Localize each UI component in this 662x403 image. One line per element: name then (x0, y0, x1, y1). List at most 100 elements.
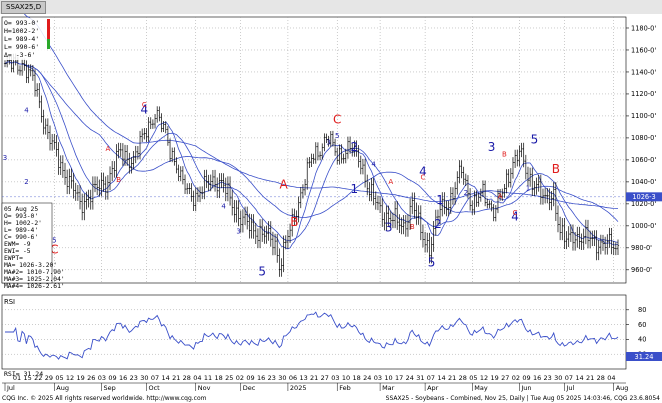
cursor-close: C= 990-6' (4, 234, 38, 241)
wave-label: 3 (385, 220, 393, 234)
month-tick-label: 2025 (290, 384, 307, 392)
day-tick-label: 16 (533, 374, 541, 382)
wave-label: 1 (436, 193, 444, 207)
wave-label: 4 (140, 103, 148, 117)
cursor-low: L= 989-4' (4, 227, 38, 234)
day-tick-label: 11 (204, 374, 212, 382)
cursor-high: H= 1002-2' (4, 220, 42, 227)
day-tick-label: 09 (522, 374, 530, 382)
wave-label: B (552, 162, 560, 176)
day-tick-label: 07 (427, 374, 435, 382)
price-axis-label: 1000-0' (631, 222, 656, 230)
price-axis-label: 960-0' (631, 266, 652, 274)
day-tick-label: 06 (289, 374, 297, 382)
day-tick-label: 25 (225, 374, 233, 382)
wave-label: 3 (326, 139, 330, 147)
day-tick-label: 09 (108, 374, 116, 382)
wave-label: 5 (531, 132, 539, 146)
wave-label: B (116, 176, 121, 184)
price-axis-label: 1100-0' (631, 112, 656, 120)
rsi-panel[interactable] (1, 294, 627, 370)
month-tick-label: Aug (56, 384, 69, 392)
rsi-axis-label: 60 (638, 321, 646, 329)
day-tick-label: 04 (193, 374, 201, 382)
day-tick-label: 23 (544, 374, 552, 382)
rsi-line (5, 311, 619, 360)
wave-label: 5 (258, 264, 266, 278)
chart-info-text: SSAX25 - Soybeans - Combined, Nov 25, Da… (385, 395, 660, 402)
day-tick-label: 19 (490, 374, 498, 382)
day-tick-label: 12 (480, 374, 488, 382)
wave-label: 5 (428, 256, 436, 270)
wave-label: A (105, 145, 110, 153)
cursor-ma4: MA#4= 1026-2.61' (4, 283, 65, 290)
wave-label: 3 (236, 228, 240, 236)
quote-change: Δ= -3-6' (4, 51, 35, 59)
day-tick-label: 24 (363, 374, 371, 382)
day-tick-label: 10 (384, 374, 392, 382)
cursor-ma1: MA= 1026-3.20' (4, 262, 57, 269)
price-panel[interactable] (1, 16, 627, 284)
day-tick-label: 03 (98, 374, 106, 382)
cursor-ewi: EWI= -5 (4, 248, 31, 255)
wave-label: 3 (3, 154, 7, 162)
day-tick-label: 28 (183, 374, 191, 382)
day-tick-label: 17 (395, 374, 403, 382)
cursor-ewpt: EWPT= (4, 255, 23, 262)
chart[interactable]: 345C2AB134251354BAC43ABC43534ABC2ABC1245… (0, 14, 662, 394)
day-tick-label: 14 (575, 374, 583, 382)
wave-label: 4 (511, 209, 519, 223)
wave-label: C (142, 101, 147, 109)
chart-tab[interactable]: SSAX25,D (1, 1, 47, 14)
price-axis-label: 1020-0' (631, 200, 656, 208)
month-tick-label: Aug (616, 384, 629, 392)
wave-label: 4 (419, 164, 427, 178)
month-tick-label: Jul (565, 384, 574, 392)
month-tick-label: Sep (103, 384, 115, 392)
day-tick-label: 18 (353, 374, 361, 382)
cursor-ewm: EWM= -9 (4, 241, 31, 248)
day-tick-label: 26 (87, 374, 95, 382)
month-tick-label: Apr (427, 384, 439, 392)
month-tick-label: Jun (520, 384, 531, 392)
day-tick-label: 05 (469, 374, 477, 382)
price-axis-label: 1140-0' (631, 68, 656, 76)
price-axis-label: 1180-0' (631, 24, 656, 32)
copyright-text: CQG Inc. © 2025 All rights reserved worl… (2, 395, 207, 402)
day-tick-label: 31 (416, 374, 424, 382)
svg-text:1026-3: 1026-3 (632, 193, 655, 201)
wave-label: 3 (488, 140, 496, 154)
price-axis-label: 1060-0' (631, 156, 656, 164)
price-axis-label: 1080-0' (631, 134, 656, 142)
day-tick-label: 21 (586, 374, 594, 382)
day-tick-label: 23 (268, 374, 276, 382)
day-tick-label: 22 (34, 374, 42, 382)
wave-label: 2 (24, 178, 28, 186)
day-tick-label: 14 (437, 374, 445, 382)
month-tick-label: May (474, 384, 488, 392)
month-tick-label: Nov (198, 384, 211, 392)
rsi-cursor-readout: RSI= 31.24 (4, 370, 43, 378)
cursor-ma3: MA#3= 1025-2.04' (4, 276, 65, 283)
quote-low: L= 989-4' (4, 35, 39, 43)
month-tick-label: Jul (6, 384, 15, 392)
day-tick-label: 13 (299, 374, 307, 382)
day-tick-label: 30 (140, 374, 148, 382)
day-tick-label: 29 (45, 374, 53, 382)
wave-label: C (333, 113, 341, 127)
wave-label: B (502, 151, 507, 159)
day-tick-label: 09 (246, 374, 254, 382)
quote-high: H=1002-2' (4, 27, 39, 35)
last-price-flag: 1026-3 (626, 192, 662, 202)
day-tick-label: 14 (161, 374, 169, 382)
wave-label: 2 (434, 217, 442, 231)
price-axis-label: 1120-0' (631, 90, 656, 98)
day-tick-label: 18 (215, 374, 223, 382)
status-footer: CQG Inc. © 2025 All rights reserved worl… (0, 394, 662, 403)
cursor-box: 05 Aug 25 O= 993-0' H= 1002-2' L= 989-4'… (1, 202, 65, 290)
day-tick-label: 12 (66, 374, 74, 382)
day-tick-label: 04 (607, 374, 615, 382)
day-tick-label: 21 (172, 374, 180, 382)
day-tick-label: 30 (554, 374, 562, 382)
tab-bar: SSAX25,D (0, 0, 662, 15)
